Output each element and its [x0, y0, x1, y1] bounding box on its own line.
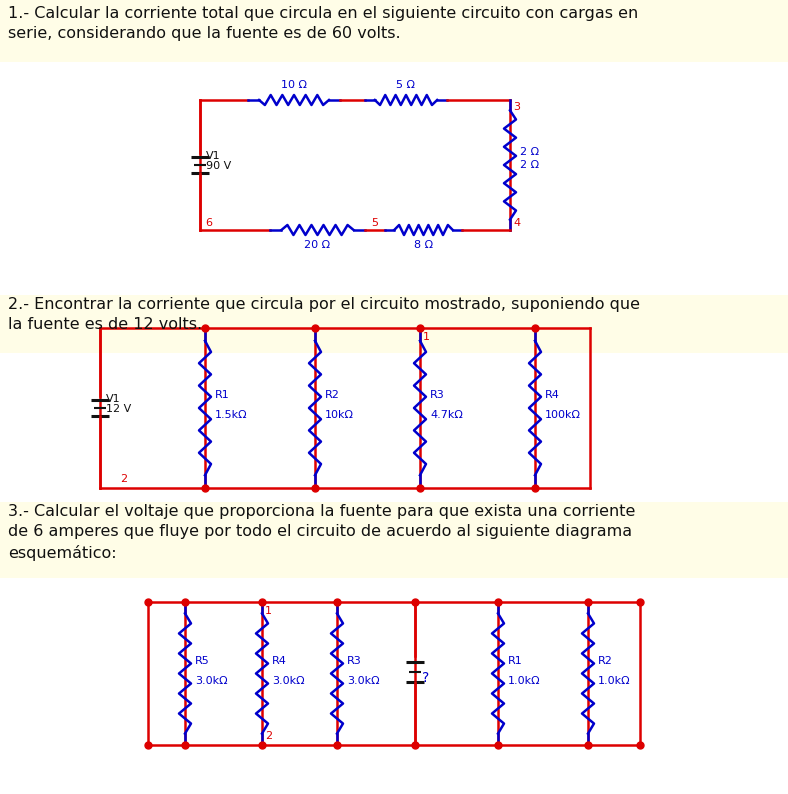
Text: 4: 4: [513, 218, 520, 228]
Text: 2: 2: [265, 731, 272, 741]
Text: 2 Ω: 2 Ω: [520, 147, 539, 157]
Text: 1.0kΩ: 1.0kΩ: [598, 676, 630, 685]
Text: 1: 1: [265, 606, 272, 616]
Text: R4: R4: [545, 390, 560, 400]
Text: 10kΩ: 10kΩ: [325, 410, 354, 420]
Text: R4: R4: [272, 656, 287, 665]
Text: 4.7kΩ: 4.7kΩ: [430, 410, 463, 420]
Text: R3: R3: [347, 656, 362, 665]
Text: 2: 2: [120, 474, 127, 484]
Text: 1.0kΩ: 1.0kΩ: [508, 676, 541, 685]
Text: 8 Ω: 8 Ω: [414, 240, 433, 250]
Text: R1: R1: [508, 656, 522, 665]
Text: 2.- Encontrar la corriente que circula por el circuito mostrado, suponiendo que
: 2.- Encontrar la corriente que circula p…: [8, 297, 640, 333]
Text: 3.0kΩ: 3.0kΩ: [195, 676, 228, 685]
Text: 3: 3: [513, 102, 520, 112]
Text: 90 V: 90 V: [206, 161, 231, 171]
Bar: [0, 502, 788, 578]
Text: 1.5kΩ: 1.5kΩ: [215, 410, 247, 420]
Text: 5: 5: [371, 218, 378, 228]
Text: 6: 6: [205, 218, 212, 228]
Text: 12 V: 12 V: [106, 404, 132, 414]
Text: 100kΩ: 100kΩ: [545, 410, 581, 420]
Text: 5 Ω: 5 Ω: [396, 80, 415, 90]
Text: 3.0kΩ: 3.0kΩ: [272, 676, 305, 685]
Text: R5: R5: [195, 656, 210, 665]
Text: 20 Ω: 20 Ω: [304, 240, 330, 250]
Bar: [0, 295, 788, 353]
Text: V1: V1: [206, 151, 221, 161]
Text: 2 Ω: 2 Ω: [520, 160, 539, 170]
Text: R1: R1: [215, 390, 230, 400]
Text: ?: ?: [422, 672, 429, 685]
Text: 1.- Calcular la corriente total que circula en el siguiente circuito con cargas : 1.- Calcular la corriente total que circ…: [8, 6, 638, 41]
Text: V1: V1: [106, 394, 121, 404]
Text: 3.0kΩ: 3.0kΩ: [347, 676, 380, 685]
Text: R3: R3: [430, 390, 444, 400]
Text: R2: R2: [325, 390, 340, 400]
Bar: [0, 0, 788, 62]
Text: 3.- Calcular el voltaje que proporciona la fuente para que exista una corriente
: 3.- Calcular el voltaje que proporciona …: [8, 504, 635, 561]
Text: R2: R2: [598, 656, 613, 665]
Text: 10 Ω: 10 Ω: [281, 80, 307, 90]
Text: 1: 1: [423, 332, 430, 342]
